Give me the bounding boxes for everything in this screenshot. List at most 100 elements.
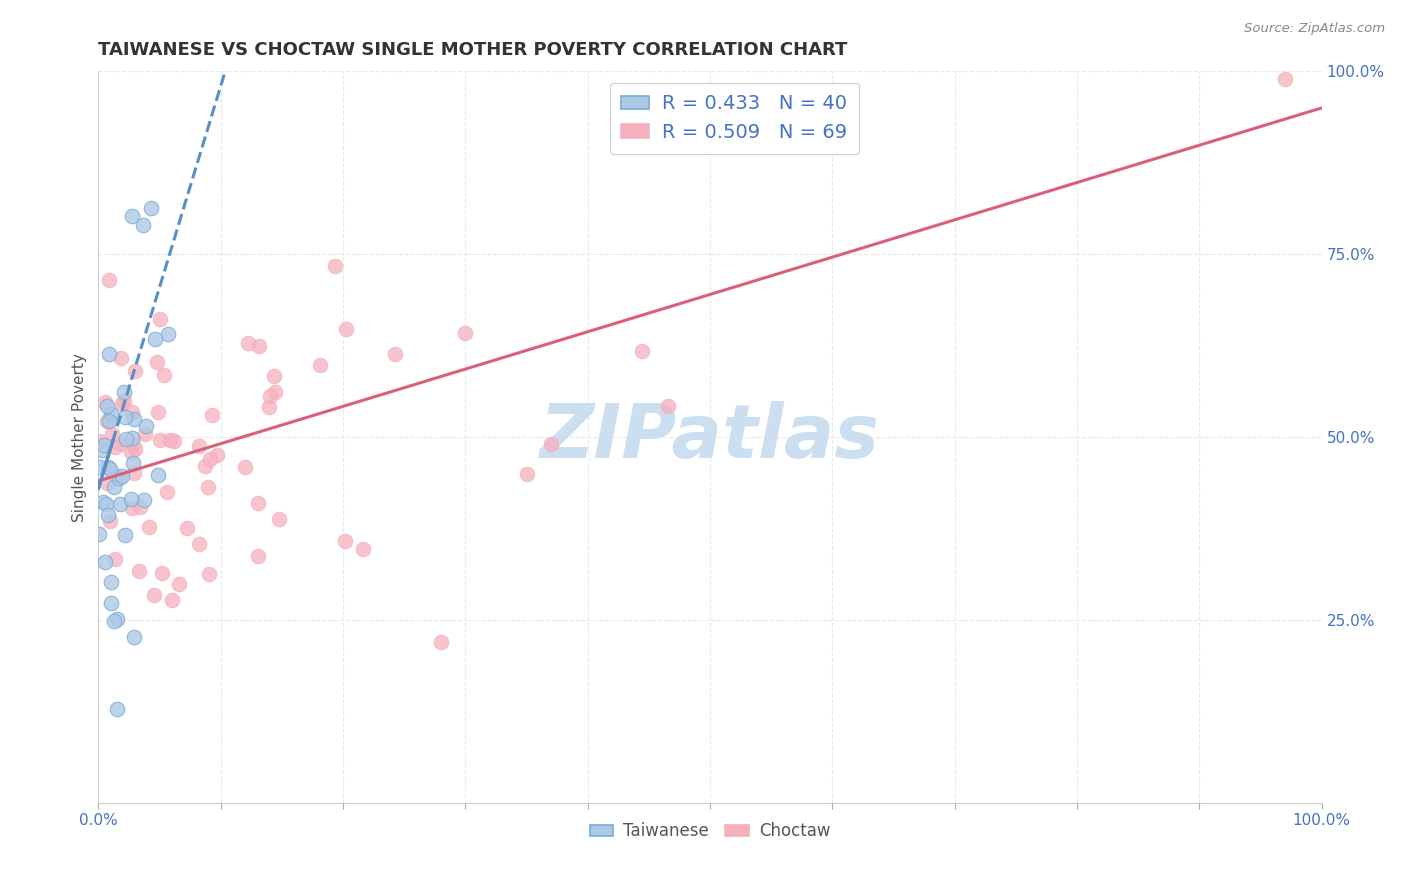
Point [129,500,152,515]
Point [97,273,120,287]
Point [121,431,143,445]
Point [167,577,190,591]
Point [124,442,146,457]
Point [121,501,143,516]
Point [176,521,198,535]
Point [309,358,332,372]
Point [134,493,156,508]
Point [90,442,112,457]
Point [91,495,114,509]
Point [453,326,475,340]
Point [124,364,146,378]
Point [657,399,679,413]
Point [87,526,110,541]
Point [146,355,169,369]
Point [104,552,127,566]
Point [259,389,281,403]
Point [122,630,145,644]
Point [201,409,224,423]
Y-axis label: Single Mother Poverty: Single Mother Poverty [72,352,87,522]
Point [146,405,169,419]
Text: ZIPatlas: ZIPatlas [540,401,880,474]
Point [128,565,150,579]
Point [121,456,143,470]
Point [246,495,269,509]
Point [194,458,217,473]
Point [142,588,165,602]
Point [89,434,111,448]
Point [149,434,172,448]
Point [104,440,127,454]
Point [264,384,287,399]
Point [163,434,186,449]
Point [94,555,117,569]
Point [135,418,157,433]
Point [515,467,537,481]
Point [89,459,111,474]
Point [430,635,453,649]
Point [205,448,228,462]
Point [159,433,181,447]
Point [122,466,145,480]
Point [1274,71,1296,86]
Point [631,344,654,359]
Point [96,414,118,428]
Point [94,497,117,511]
Point [105,702,128,716]
Point [263,369,285,384]
Point [138,520,160,534]
Point [236,336,259,351]
Point [100,515,122,529]
Point [103,479,125,493]
Point [323,259,346,273]
Point [97,413,120,427]
Point [104,467,127,482]
Point [93,438,115,452]
Point [108,471,131,485]
Point [115,432,138,446]
Point [333,533,356,548]
Point [141,201,163,215]
Point [249,339,271,353]
Point [233,459,256,474]
Point [149,312,172,326]
Point [110,351,132,365]
Point [259,400,281,414]
Point [114,528,136,542]
Point [101,427,124,442]
Point [114,409,136,424]
Point [120,444,142,458]
Point [162,593,184,607]
Point [111,397,134,411]
Point [384,347,406,361]
Point [120,491,142,506]
Point [96,475,118,490]
Point [103,615,125,629]
Point [156,485,179,500]
Point [112,385,135,400]
Point [197,566,219,581]
Point [267,512,290,526]
Point [122,437,145,451]
Point [335,322,357,336]
Point [108,497,131,511]
Point [150,566,173,581]
Point [121,405,143,419]
Point [94,395,117,409]
Point [540,437,562,451]
Point [112,393,135,408]
Point [97,346,120,360]
Point [100,408,122,422]
Point [145,332,167,346]
Text: TAIWANESE VS CHOCTAW SINGLE MOTHER POVERTY CORRELATION CHART: TAIWANESE VS CHOCTAW SINGLE MOTHER POVER… [98,41,848,59]
Point [100,575,122,590]
Point [98,462,121,476]
Point [146,468,169,483]
Point [122,412,145,426]
Text: Source: ZipAtlas.com: Source: ZipAtlas.com [1244,22,1385,36]
Point [132,218,155,232]
Point [97,508,120,522]
Point [198,451,221,466]
Point [100,596,122,610]
Point [352,542,374,557]
